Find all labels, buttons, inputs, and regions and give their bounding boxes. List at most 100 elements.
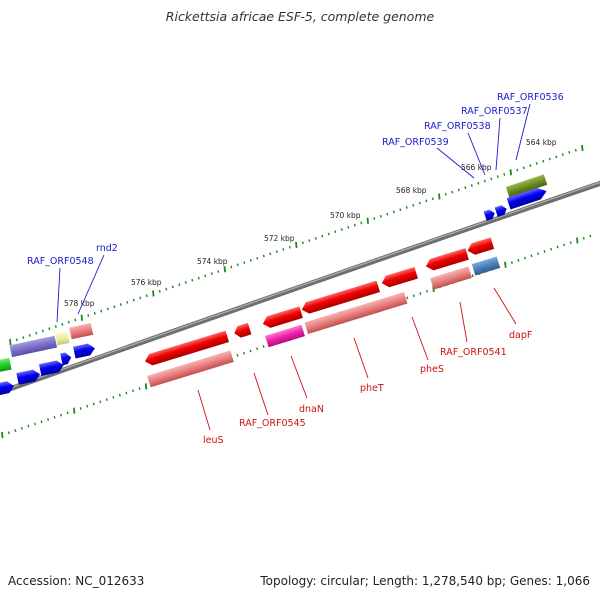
label-RAF_ORF0537[interactable]: RAF_ORF0537 (461, 106, 528, 117)
reverse-gene-arrow-pheS[interactable] (380, 266, 418, 289)
reverse-gene-arrow-pheT[interactable] (300, 280, 381, 316)
reverse-gene-arrow-dapF[interactable] (466, 237, 495, 256)
outer-ruler-tick (529, 164, 532, 168)
forward-gene-arrow[interactable] (38, 359, 65, 376)
label-dapF[interactable]: dapF (509, 330, 532, 341)
label-RAF_ORF0545[interactable]: RAF_ORF0545 (239, 418, 306, 429)
outer-ruler-tick (236, 263, 239, 267)
inner-ruler-tick (471, 274, 474, 278)
inner-ruler-tick (582, 236, 585, 240)
outer-ruler-tick (54, 325, 57, 328)
inner-ruler-tick (14, 429, 17, 432)
inner-ruler-tick (79, 407, 82, 410)
forward-gene-arrow[interactable] (0, 380, 15, 397)
outer-ruler-tick (470, 184, 473, 187)
outer-ruler-tick (269, 252, 272, 256)
outer-ruler-tick (360, 221, 363, 225)
pink-feature-leuS[interactable] (147, 350, 234, 388)
inner-ruler-tick (256, 347, 259, 351)
outer-ruler-tick (308, 239, 311, 242)
outer-ruler-tick (542, 159, 545, 163)
pink-feature-RAF_ORF0541[interactable] (430, 266, 472, 290)
outer-ruler-tick (522, 166, 525, 170)
green-feature[interactable] (0, 357, 12, 374)
outer-ruler-tick (184, 281, 187, 284)
genome-info-text: Topology: circular; Length: 1,278,540 bp… (260, 574, 590, 588)
label-RAF_ORF0548[interactable]: RAF_ORF0548 (27, 256, 94, 267)
pink-feature[interactable] (69, 322, 94, 340)
inner-ruler-tick (419, 292, 422, 295)
inner-ruler-tick (7, 431, 10, 435)
kbp-label-566: 566 kbp (461, 163, 492, 172)
reverse-gene-arrow-dnaN[interactable] (261, 306, 303, 329)
inner-ruler-tick (262, 345, 265, 348)
outer-ruler-tick (399, 208, 402, 212)
outer-ruler-tick (412, 203, 415, 207)
inner-ruler-tick (412, 294, 415, 298)
outer-ruler-tick (191, 278, 194, 282)
outer-ruler-tick (256, 256, 259, 260)
outer-ruler-tick (210, 272, 213, 276)
purple-feature[interactable] (9, 335, 58, 358)
label-rnd2[interactable]: rnd2 (96, 243, 118, 254)
reverse-gene-arrow-RAF_ORF0545[interactable] (233, 322, 252, 339)
outer-ruler-tick (282, 248, 285, 251)
label-dnaN[interactable]: dnaN (299, 404, 324, 415)
outer-ruler-tick (347, 225, 350, 229)
outer-ruler-tick (178, 283, 181, 287)
reverse-gene-arrow-RAF_ORF0541[interactable] (424, 248, 469, 272)
inner-ruler-tick (563, 243, 566, 247)
outer-ruler-tick (496, 175, 499, 179)
outer-ruler-tick (334, 230, 337, 234)
yellow-feature[interactable] (55, 331, 70, 346)
forward-gene-arrow[interactable] (494, 204, 509, 218)
label-RAF_ORF0539[interactable]: RAF_ORF0539 (382, 137, 449, 148)
outer-ruler-tick (48, 327, 51, 331)
outer-ruler-tick (93, 311, 96, 315)
inner-ruler-tick (53, 415, 56, 419)
steelblue-feature-dapF[interactable] (471, 256, 501, 276)
outer-ruler-tick (204, 274, 207, 278)
forward-gene-arrow[interactable] (506, 185, 549, 210)
outer-ruler-tick (249, 259, 252, 262)
reverse-gene-arrow-leuS[interactable] (143, 330, 230, 368)
genome-backbone (0, 180, 600, 396)
kbp-label-572: 572 kbp (264, 234, 295, 243)
inner-ruler-tick (589, 234, 592, 238)
outer-ruler-tick (74, 318, 77, 322)
outer-ruler-tick (464, 186, 467, 190)
magenta-feature-dnaN[interactable] (265, 324, 305, 348)
outer-ruler-tick (366, 217, 369, 224)
inner-ruler-tick (144, 383, 148, 390)
inner-ruler-tick (523, 256, 526, 260)
inner-ruler-tick (20, 426, 23, 430)
label-pheS[interactable]: pheS (420, 364, 444, 375)
forward-gene-arrow[interactable] (60, 351, 72, 366)
forward-gene-arrow[interactable] (16, 368, 41, 385)
outer-ruler-tick (28, 334, 31, 337)
inner-ruler-tick (576, 237, 579, 244)
label-leuS[interactable]: leuS (203, 435, 224, 446)
outer-ruler-tick (503, 173, 506, 176)
label-RAF_ORF0538[interactable]: RAF_ORF0538 (424, 121, 491, 132)
outer-ruler-tick (275, 250, 278, 253)
outer-ruler-tick (321, 234, 324, 238)
outer-ruler-tick (327, 232, 330, 236)
pink-feature-pheT-pheS[interactable] (304, 292, 408, 334)
label-RAF_ORF0541[interactable]: RAF_ORF0541 (440, 347, 507, 358)
olive-feature[interactable] (505, 174, 548, 198)
outer-ruler-tick (444, 192, 447, 196)
label-pheT[interactable]: pheT (360, 383, 384, 394)
forward-gene-arrow[interactable] (73, 342, 96, 359)
forward-gene-arrow[interactable] (483, 208, 497, 222)
outer-ruler-tick (340, 228, 343, 231)
outer-ruler-tick (230, 265, 233, 269)
outer-ruler-tick (477, 181, 480, 185)
outer-ruler-tick (301, 241, 304, 245)
outer-ruler-tick (87, 314, 90, 317)
inner-ruler-tick (27, 424, 30, 428)
inner-ruler-tick (243, 351, 246, 355)
label-RAF_ORF0536[interactable]: RAF_ORF0536 (497, 92, 564, 103)
outer-ruler-tick (158, 289, 161, 293)
